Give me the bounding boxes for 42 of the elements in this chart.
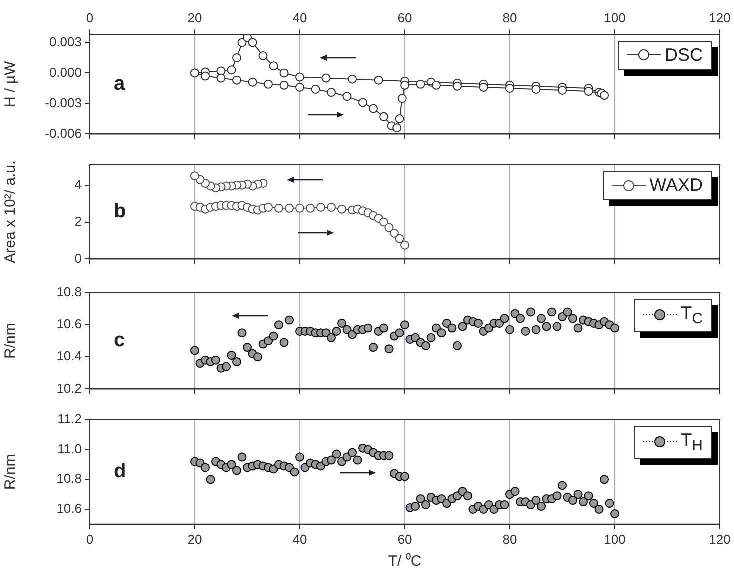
- x-tick-label: 0: [86, 532, 94, 547]
- x2-tick-label: 80: [502, 10, 518, 26]
- y-tick-label: 10.2: [56, 380, 82, 396]
- x-axis-title: T/ ⁰C: [388, 553, 422, 570]
- y-tick-label: 10.6: [56, 501, 82, 516]
- x2-tick-label: 60: [398, 10, 412, 26]
- x-tick-label: 60: [398, 532, 412, 547]
- y-tick-label: 10.8: [56, 284, 82, 300]
- y-tick-label: 10.6: [56, 316, 82, 332]
- y-tick-label: 11.2: [58, 412, 82, 427]
- x-tick-label: 120: [709, 532, 731, 547]
- y-axis-title: R/nm: [2, 323, 20, 360]
- x2-tick-label: 40: [292, 10, 308, 26]
- x2-tick-label: 120: [709, 10, 731, 26]
- x-tick-label: 20: [188, 532, 202, 547]
- y-axis-title: Area x 10²/ a.u.: [2, 160, 20, 264]
- x-tick-label: 100: [604, 532, 626, 547]
- y-tick-label: 4: [74, 176, 82, 192]
- y-tick-label: -0.006: [45, 126, 82, 141]
- x2-tick-label: 20: [188, 10, 202, 26]
- annotation: b: [114, 200, 126, 223]
- y-tick-label: 0.000: [49, 64, 82, 80]
- x2-tick-label: 100: [604, 10, 626, 26]
- x2-tick-label: 0: [86, 10, 94, 26]
- x-tick-label: 80: [502, 532, 518, 547]
- legend-label: WAXD: [650, 175, 703, 196]
- annotation: a: [114, 72, 126, 95]
- y-tick-label: 11.0: [58, 441, 82, 456]
- y-tick-label: -0.003: [45, 95, 82, 110]
- y-tick-label: 0.003: [49, 34, 82, 50]
- legend-label: DSC: [664, 44, 703, 66]
- y-tick-label: 10.4: [56, 348, 82, 364]
- annotation: d: [114, 460, 126, 483]
- legend-label: T$_{H}$: [681, 430, 703, 455]
- y-tick-label: 2: [74, 214, 82, 229]
- y-tick-label: 0: [74, 250, 82, 266]
- legend-label: T$_{C}$: [681, 303, 703, 328]
- y-axis-title: H / µW: [2, 60, 20, 108]
- annotation: c: [114, 330, 126, 352]
- y-axis-title: R/nm: [2, 454, 20, 490]
- x-tick-label: 40: [292, 532, 308, 547]
- y-tick-label: 10.8: [56, 471, 82, 486]
